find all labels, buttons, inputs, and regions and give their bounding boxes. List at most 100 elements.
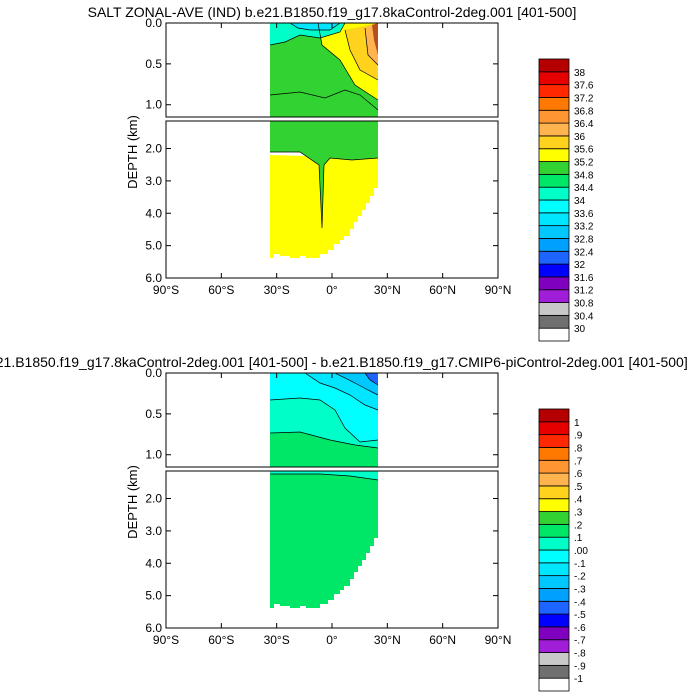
colorbar-label: -.8 (574, 649, 586, 660)
colorbar-box (538, 225, 570, 239)
colorbar-box (538, 421, 570, 436)
y-tick-label: 0.0 (145, 366, 162, 380)
colorbar-label: .3 (574, 508, 583, 519)
y-tick-label: 0.0 (145, 16, 162, 30)
colorbar-label: -.3 (574, 584, 586, 595)
y-tick-label: 2.0 (145, 142, 162, 156)
y-tick-label: 3.0 (145, 174, 162, 188)
colorbar-box (538, 600, 570, 615)
colorbar-box (538, 58, 570, 73)
colorbar-label: 30.8 (574, 299, 594, 310)
colorbar-box (538, 575, 570, 589)
colorbar-box (538, 434, 570, 448)
panel-1-ylabel: DEPTH (km) (125, 115, 140, 189)
panel-1-lower-field (270, 121, 379, 258)
y-tick-label: 4.0 (145, 206, 162, 220)
salinity-fill-upper-brown (372, 23, 378, 55)
y-tick-label: 5.0 (145, 239, 162, 253)
y-tick-label: 1.0 (145, 98, 162, 112)
colorbar-box (538, 212, 570, 227)
diff-fill-upper-pos (270, 432, 378, 467)
colorbar-label: -.9 (574, 661, 586, 672)
colorbar-box (538, 148, 570, 162)
colorbar-label: -.2 (574, 572, 586, 583)
x-tick-label: 0° (326, 283, 338, 297)
colorbar-label: 31.6 (574, 273, 594, 284)
colorbar-box (538, 97, 570, 111)
y-tick-label: 4.0 (145, 556, 162, 570)
colorbar-box (538, 536, 570, 551)
colorbar-box (538, 549, 570, 564)
colorbar-label: 32.8 (574, 234, 594, 245)
salinity-fill-surface-fresh (290, 23, 340, 30)
x-tick-label: 90°S (153, 283, 179, 297)
y-tick-label: 6.0 (145, 621, 162, 635)
panel-2-title: b.e21.B1850.f19_g17.8kaControl-2deg.001 … (0, 354, 688, 370)
colorbar-box (538, 289, 570, 303)
colorbar-label: -.1 (574, 559, 586, 570)
colorbar-label: 37.2 (574, 93, 594, 104)
colorbar-label: .5 (574, 482, 583, 493)
colorbar-label: 30.4 (574, 311, 594, 322)
diff-fill-upper-neg4 (365, 373, 378, 385)
panel-2-lower-field (270, 471, 379, 608)
salinity-fill-lower-deep (270, 155, 378, 258)
y-tick-label: 0.5 (145, 407, 162, 421)
colorbar-label: 35.6 (574, 145, 594, 156)
colorbar-label: .8 (574, 443, 583, 454)
colorbar-label: 36.4 (574, 119, 594, 130)
colorbar-label: .4 (574, 495, 583, 506)
colorbar-label: 34.8 (574, 170, 594, 181)
x-tick-label: 30°S (264, 633, 290, 647)
colorbar-box (538, 459, 570, 474)
salinity-fill-lower-mid (270, 121, 378, 228)
x-tick-label: 90°N (485, 283, 512, 297)
colorbar-box (538, 238, 570, 252)
colorbar-label: 36.8 (574, 106, 594, 117)
x-tick-label: 60°S (208, 633, 234, 647)
diff-contours-upper (269, 373, 379, 449)
x-tick-label: 30°S (264, 283, 290, 297)
colorbar-box (538, 485, 570, 500)
colorbar-box (538, 302, 570, 316)
diff-fill-lower-top (270, 471, 378, 480)
colorbar-box (538, 664, 570, 679)
y-tick-label: 5.0 (145, 589, 162, 603)
x-tick-label: 90°N (485, 633, 512, 647)
colorbar-box (538, 173, 570, 188)
colorbar-box (538, 447, 570, 461)
colorbar-label: 32.4 (574, 247, 594, 258)
x-tick-label: 60°S (208, 283, 234, 297)
colorbar-box (538, 613, 570, 628)
colorbar-box (538, 677, 570, 692)
panel-1-colorbar: 30 30.430.8 31.2 31.6 32 32.4 32.833.2 33.6 34 34… (538, 58, 594, 342)
x-tick-label: 0° (326, 633, 338, 647)
diff-contours-lower (270, 473, 379, 481)
colorbar-box (538, 314, 570, 329)
colorbar-label: 31.2 (574, 286, 594, 297)
colorbar-box (538, 498, 570, 512)
colorbar-box (538, 588, 570, 602)
colorbar-box (538, 626, 570, 641)
colorbar-label: 1 (574, 418, 580, 429)
x-tick-label: 60°N (429, 283, 456, 297)
x-tick-label: 90°S (153, 633, 179, 647)
colorbar-label: .9 (574, 431, 583, 442)
y-tick-label: 0.5 (145, 57, 162, 71)
colorbar-box (538, 161, 570, 175)
colorbar-box (538, 652, 570, 666)
colorbar-label: .00 (574, 546, 588, 557)
colorbar-box (538, 250, 570, 265)
panel-2: b.e21.B1850.f19_g17.8kaControl-2deg.001 … (0, 354, 688, 692)
panel-2-colorbar: -1 -.9-.8 -.7 -.6 -.5 -.4 -.3-.2 -.1 .00 .1 .2.3 .4… (538, 408, 588, 692)
colorbar-label: 33.2 (574, 222, 594, 233)
colorbar-box (538, 276, 570, 291)
panel-2-upper-field (269, 373, 379, 467)
y-tick-label: 1.0 (145, 448, 162, 462)
salinity-contours-upper (269, 23, 379, 111)
panel-2-ticks: 90°S 60°S 30°S 0° 30°N 60°N 90°N 0.0 0.5 1.0 2.0 3.… (145, 366, 511, 647)
colorbar-box (538, 639, 570, 653)
colorbar-label: 38 (574, 68, 586, 79)
colorbar-label: 30 (574, 324, 586, 335)
